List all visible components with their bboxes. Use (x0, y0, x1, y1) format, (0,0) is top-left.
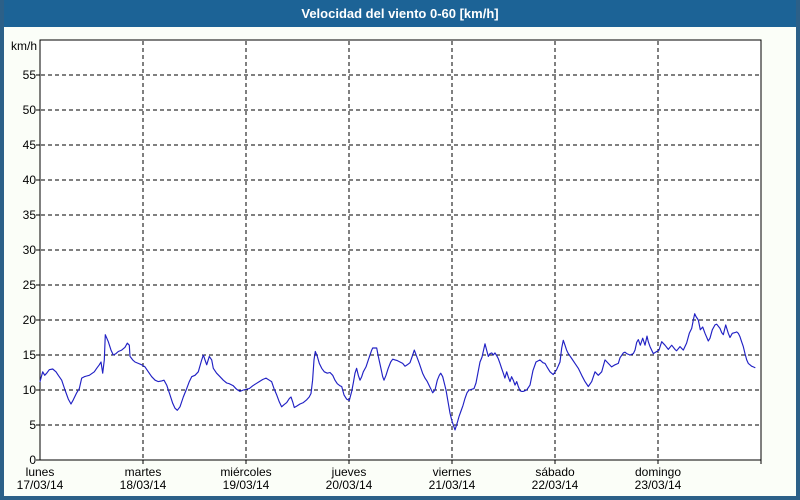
window-border-bottom (0, 496, 800, 500)
wind-speed-line (39, 313, 756, 431)
window-border-left (0, 0, 4, 500)
titlebar: Velocidad del viento 0-60 [km/h] (0, 0, 800, 27)
window-border-right (796, 0, 800, 500)
window-title: Velocidad del viento 0-60 [km/h] (301, 6, 499, 21)
